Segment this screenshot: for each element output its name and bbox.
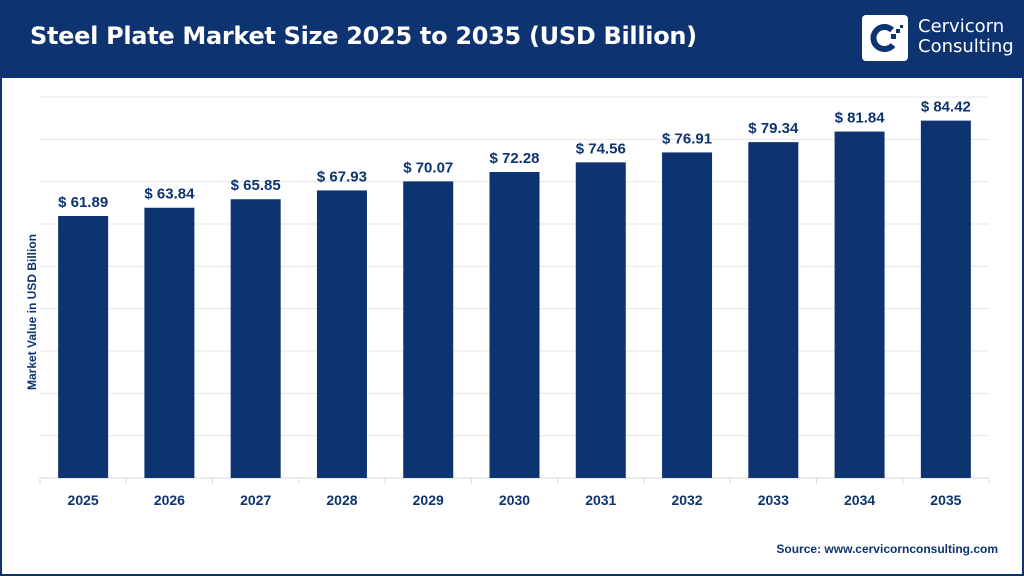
bar-2033 — [748, 142, 799, 479]
data-label: $ 74.56 — [576, 140, 626, 157]
y-axis-label: Market Value in USD Billion — [25, 233, 39, 391]
logo-icon — [862, 15, 908, 61]
x-tick-label: 2028 — [326, 492, 357, 508]
x-tick-label: 2034 — [844, 492, 875, 508]
bar-2031 — [575, 162, 626, 478]
source-text: Source: www.cervicornconsulting.com — [776, 542, 998, 556]
x-tick-label: 2029 — [413, 492, 444, 508]
chart-title: Steel Plate Market Size 2025 to 2035 (US… — [30, 22, 697, 50]
data-label: $ 84.42 — [921, 99, 971, 116]
x-tick-label: 2031 — [585, 492, 616, 508]
bar-2030 — [489, 172, 540, 479]
bar-2027 — [230, 199, 281, 479]
cervicorn-logo: Cervicorn Consulting — [862, 15, 1014, 63]
data-label: $ 67.93 — [317, 168, 367, 185]
x-tick-label: 2025 — [68, 492, 99, 508]
bar-2035 — [920, 120, 971, 478]
bar-2034 — [834, 131, 885, 478]
bar-2026 — [144, 207, 195, 478]
data-label: $ 61.89 — [58, 194, 108, 211]
data-label: $ 65.85 — [231, 177, 281, 194]
x-tick-label: 2035 — [930, 492, 961, 508]
data-label: $ 72.28 — [489, 150, 539, 167]
bar-2032 — [662, 152, 713, 478]
x-tick-label: 2026 — [154, 492, 185, 508]
header-bar: Steel Plate Market Size 2025 to 2035 (US… — [0, 0, 1024, 78]
logo-line-2: Consulting — [918, 36, 1014, 57]
x-tick-label: 2027 — [240, 492, 271, 508]
data-label: $ 79.34 — [748, 120, 799, 137]
x-tick-label: 2033 — [758, 492, 789, 508]
data-label: $ 81.84 — [835, 110, 886, 127]
bar-2025 — [58, 215, 109, 478]
x-tick-label: 2030 — [499, 492, 530, 508]
data-label: $ 76.91 — [662, 130, 712, 147]
data-label: $ 70.07 — [403, 159, 453, 176]
data-label: $ 63.84 — [144, 186, 195, 203]
bar-2028 — [316, 190, 367, 478]
logo-line-1: Cervicorn — [918, 16, 1005, 37]
x-tick-label: 2032 — [671, 492, 702, 508]
bar-2029 — [403, 181, 454, 478]
logo-text: Cervicorn Consulting — [918, 17, 1014, 57]
